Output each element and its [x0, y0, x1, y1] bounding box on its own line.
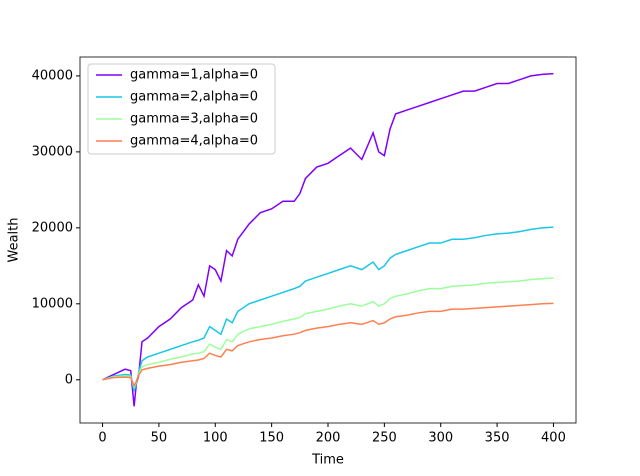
y-tick-label: 0 [65, 372, 73, 387]
series-line [102, 302, 554, 388]
legend-box [87, 63, 276, 155]
x-tick-label: 300 [428, 431, 453, 446]
y-tick-label: 10000 [32, 296, 73, 311]
legend-label: gamma=2,alpha=0 [130, 90, 258, 105]
x-tick-label: 350 [485, 431, 510, 446]
x-tick-label: 100 [203, 431, 228, 446]
series-line [102, 277, 554, 390]
x-tick-label: 50 [151, 431, 168, 446]
x-axis-label: Time [311, 453, 344, 468]
x-tick-label: 200 [316, 431, 341, 446]
y-axis-label: Wealth [7, 217, 22, 262]
x-tick-label: 150 [259, 431, 284, 446]
series-line [102, 226, 554, 392]
y-tick-label: 40000 [32, 68, 73, 83]
x-tick-label: 400 [541, 431, 566, 446]
x-tick-label: 0 [98, 431, 106, 446]
y-tick-label: 20000 [32, 220, 73, 235]
legend-label: gamma=3,alpha=0 [130, 112, 258, 127]
legend-label: gamma=4,alpha=0 [130, 134, 258, 149]
x-tick-label: 250 [372, 431, 397, 446]
legend-label: gamma=1,alpha=0 [130, 68, 258, 83]
series-line [102, 72, 554, 407]
y-tick-label: 30000 [32, 144, 73, 159]
